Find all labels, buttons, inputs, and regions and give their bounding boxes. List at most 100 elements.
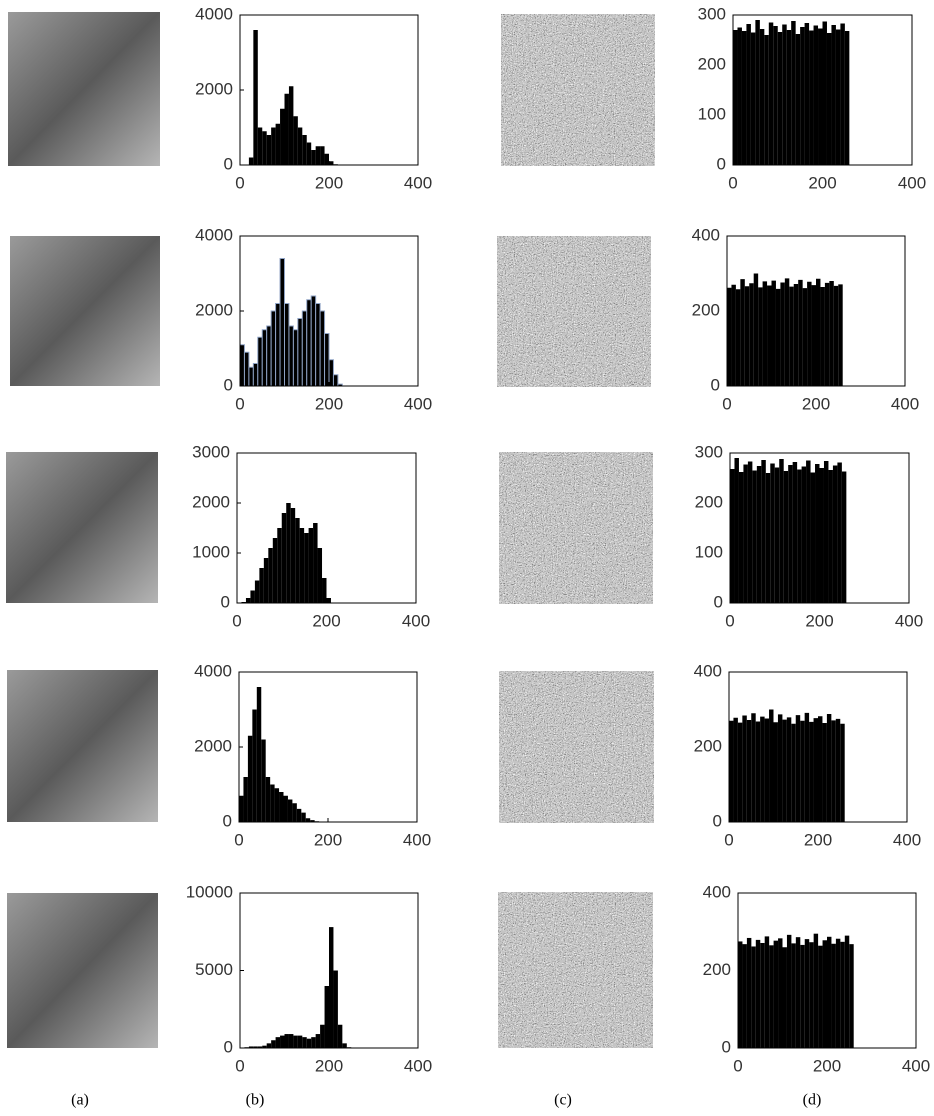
histogram-bar: [305, 818, 311, 822]
y-tick-label: 200: [703, 960, 731, 979]
histogram-bar: [740, 279, 745, 386]
histogram-bar: [253, 1046, 258, 1048]
histogram-bar: [259, 568, 264, 603]
x-tick-label: 400: [404, 394, 432, 413]
histogram-bar: [337, 1024, 343, 1048]
histogram-bar: [811, 285, 816, 386]
histogram-bar: [804, 23, 810, 165]
histogram-bar: [778, 938, 783, 1048]
histogram-bar: [791, 943, 796, 1048]
histogram-bar: [815, 464, 820, 603]
histogram-bar: [762, 281, 768, 386]
histogram-bar: [769, 945, 774, 1048]
histogram-bar: [320, 146, 325, 165]
histogram-bar: [804, 939, 810, 1048]
histogram-bar: [324, 333, 330, 387]
histogram-bar: [261, 739, 266, 822]
y-tick-label: 3000: [192, 442, 230, 461]
histogram-bar: [256, 687, 262, 822]
y-tick-label: 200: [694, 736, 722, 755]
y-tick-label: 0: [722, 1037, 731, 1056]
histogram-bar: [315, 1034, 321, 1048]
x-tick-label: 400: [402, 611, 430, 630]
histogram-bar: [274, 788, 280, 822]
x-tick-label: 400: [404, 173, 432, 192]
histogram-bar: [738, 472, 744, 603]
histogram-bar: [822, 21, 827, 165]
y-tick-label: 100: [698, 104, 726, 123]
x-tick-label: 400: [404, 1056, 432, 1075]
x-tick-label: 0: [724, 830, 733, 849]
histogram-bar: [287, 799, 293, 822]
histogram-bar: [306, 1038, 312, 1048]
histogram-bar: [775, 288, 781, 386]
histogram-bar: [299, 528, 305, 603]
histogram-bar: [310, 820, 315, 822]
y-tick-label: 0: [711, 375, 720, 394]
histogram-bar: [782, 947, 787, 1048]
histogram-bar: [774, 467, 780, 603]
histogram-bar: [275, 123, 281, 165]
histogram-bar: [832, 465, 838, 603]
histogram-bar: [295, 518, 300, 603]
histogram-bar: [268, 548, 273, 603]
histogram-bar: [831, 25, 836, 165]
histogram-bar: [288, 1034, 294, 1048]
histogram-bar: [280, 1035, 285, 1048]
x-tick-label: 0: [235, 173, 244, 192]
histogram-bar: [779, 459, 784, 603]
histogram-bar: [784, 278, 790, 386]
noise-image: [501, 14, 655, 166]
histogram-bar: [828, 470, 833, 603]
histogram-bar: [818, 28, 823, 165]
histogram-bar: [764, 718, 770, 822]
histogram-bar: [835, 29, 841, 165]
histogram-bar: [252, 709, 257, 822]
histogram-bar: [813, 933, 819, 1048]
caption: (a): [71, 1092, 89, 1109]
histogram-bar: [806, 460, 811, 603]
histogram-bar: [782, 719, 787, 822]
histogram-bar: [751, 946, 756, 1048]
histogram-bar: [271, 127, 276, 165]
histogram-bar: [735, 289, 741, 386]
histogram-bar: [746, 720, 752, 822]
histogram-bar: [760, 716, 765, 822]
x-tick-label: 400: [898, 173, 926, 192]
histogram-bar: [263, 558, 269, 603]
histogram-bar: [297, 1035, 303, 1048]
histogram-bar: [257, 1046, 263, 1048]
histogram-bar: [342, 1043, 347, 1048]
histogram-bar: [324, 986, 329, 1048]
histogram-bar: [729, 720, 734, 822]
histogram-bar: [308, 528, 314, 603]
histogram-bar: [793, 284, 799, 386]
histogram-bar: [764, 936, 770, 1048]
histogram-bar: [322, 578, 327, 603]
histogram-bar: [277, 528, 282, 603]
histogram-bar: [302, 1037, 307, 1048]
y-tick-label: 200: [698, 54, 726, 73]
y-tick-label: 4000: [195, 225, 233, 244]
y-tick-label: 2000: [195, 300, 233, 319]
x-tick-label: 200: [312, 611, 340, 630]
histogram-bar: [283, 795, 288, 822]
histogram-bar: [831, 720, 836, 822]
histogram-bar: [737, 27, 742, 165]
histogram-bar: [243, 777, 248, 822]
histogram-bar: [279, 792, 284, 822]
x-tick-label: 0: [728, 173, 737, 192]
histogram-bar: [773, 940, 779, 1048]
histogram-bar: [275, 303, 281, 387]
histogram-bar: [816, 278, 821, 386]
x-tick-label: 0: [232, 611, 241, 630]
y-tick-label: 0: [223, 811, 232, 830]
histogram-bar: [795, 715, 801, 822]
y-tick-label: 4000: [195, 4, 233, 23]
histogram-bar: [284, 93, 289, 165]
x-tick-label: 200: [808, 173, 836, 192]
histogram-bar: [791, 21, 796, 165]
histogram-bar: [731, 284, 736, 386]
histogram-bar: [771, 280, 776, 386]
x-tick-label: 400: [893, 830, 921, 849]
